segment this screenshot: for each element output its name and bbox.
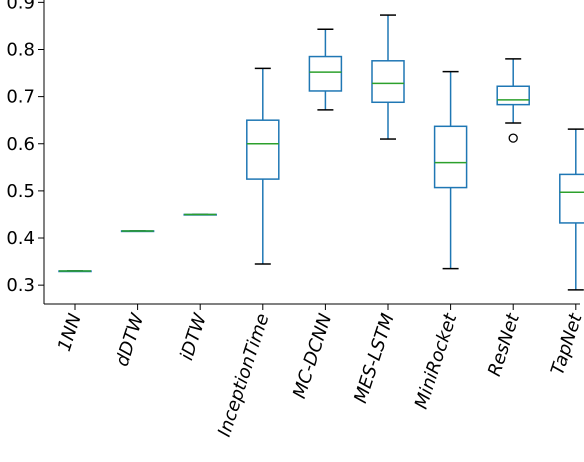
x-tick-label: MiniRocket xyxy=(411,310,462,411)
iqr-box xyxy=(433,125,468,189)
x-tick-label: ResNet xyxy=(484,310,524,379)
box-resnet xyxy=(496,58,530,143)
y-axis-ticks: 0.3 0.4 0.5 0.6 0.7 0.8 0.9 xyxy=(6,0,44,296)
box-minirocket xyxy=(433,70,468,270)
y-tick-label: 0.9 xyxy=(6,0,35,13)
box-series xyxy=(58,14,584,291)
x-tick-label: MC-DCNN xyxy=(289,311,336,401)
outlier-point xyxy=(508,133,518,143)
y-tick-label: 0.6 xyxy=(6,134,35,155)
x-tick-label: MES-LSTM xyxy=(350,311,399,406)
y-tick-label: 0.4 xyxy=(6,228,35,249)
iqr-box xyxy=(496,85,530,106)
plot-area: 0.3 0.4 0.5 0.6 0.7 0.8 0.9 1NN dDTW iDTW Incepti… xyxy=(6,0,584,439)
box-mes-lstm xyxy=(371,14,405,140)
x-tick-label: dDTW xyxy=(112,310,149,369)
box-ddtw xyxy=(120,230,155,233)
box-1nn xyxy=(58,270,92,273)
box-idtw xyxy=(183,213,217,216)
box-tapnet xyxy=(559,128,584,291)
x-tick-label: TapNet xyxy=(547,310,584,377)
box-mc-dcnn xyxy=(308,28,343,111)
y-tick-label: 0.3 xyxy=(6,275,35,296)
x-tick-label: iDTW xyxy=(176,310,211,363)
y-tick-label: 0.7 xyxy=(6,87,35,108)
iqr-box xyxy=(559,173,584,224)
iqr-box xyxy=(246,119,280,180)
y-tick-label: 0.8 xyxy=(6,39,35,60)
iqr-box xyxy=(371,60,405,104)
x-tick-label: 1NN xyxy=(54,311,86,354)
iqr-box xyxy=(308,55,343,92)
x-axis-ticks: 1NN dDTW iDTW InceptionTime MC-DCNN MES-LSTM M… xyxy=(54,304,584,439)
x-tick-label: InceptionTime xyxy=(214,311,274,439)
y-tick-label: 0.5 xyxy=(6,181,35,202)
box-inceptiontime xyxy=(246,67,280,265)
